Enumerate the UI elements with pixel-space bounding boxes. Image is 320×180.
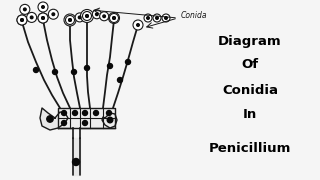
Circle shape	[117, 78, 123, 82]
Circle shape	[83, 12, 92, 21]
Text: Conidia: Conidia	[222, 84, 278, 96]
Circle shape	[61, 120, 67, 125]
Circle shape	[108, 64, 113, 69]
Circle shape	[38, 13, 48, 23]
Circle shape	[84, 66, 90, 71]
Circle shape	[108, 12, 119, 24]
Polygon shape	[102, 113, 117, 128]
Circle shape	[38, 2, 48, 12]
Circle shape	[83, 111, 87, 116]
Circle shape	[73, 159, 79, 165]
Circle shape	[113, 17, 115, 19]
Circle shape	[109, 14, 118, 22]
Circle shape	[153, 14, 161, 22]
Circle shape	[27, 12, 37, 22]
Circle shape	[47, 116, 53, 122]
Circle shape	[42, 17, 44, 19]
Circle shape	[24, 8, 26, 11]
Circle shape	[107, 117, 113, 123]
Circle shape	[73, 111, 77, 116]
Circle shape	[30, 16, 33, 19]
Text: Conida: Conida	[181, 12, 207, 21]
Circle shape	[75, 13, 84, 22]
Circle shape	[133, 20, 143, 30]
Circle shape	[20, 4, 30, 14]
Circle shape	[52, 69, 58, 75]
Circle shape	[71, 69, 76, 75]
Circle shape	[69, 19, 71, 21]
Circle shape	[17, 15, 27, 25]
Circle shape	[78, 16, 81, 19]
Text: In: In	[243, 109, 257, 122]
Circle shape	[144, 14, 152, 22]
Circle shape	[147, 17, 149, 19]
Text: Of: Of	[241, 58, 259, 71]
Circle shape	[21, 19, 23, 21]
Circle shape	[81, 10, 93, 22]
Circle shape	[103, 15, 106, 18]
Text: Penicillium: Penicillium	[209, 141, 291, 154]
Text: Diagram: Diagram	[218, 35, 282, 48]
Circle shape	[96, 13, 98, 15]
Circle shape	[125, 60, 131, 64]
Circle shape	[38, 13, 48, 23]
Circle shape	[93, 111, 99, 116]
Circle shape	[52, 13, 55, 15]
Circle shape	[48, 9, 58, 19]
Circle shape	[165, 17, 167, 19]
Circle shape	[137, 24, 139, 26]
Polygon shape	[40, 108, 68, 130]
Circle shape	[162, 14, 170, 22]
Circle shape	[156, 17, 158, 19]
Circle shape	[21, 19, 23, 21]
Circle shape	[100, 12, 109, 21]
Circle shape	[66, 15, 75, 24]
Circle shape	[113, 17, 115, 19]
Circle shape	[42, 17, 44, 19]
Circle shape	[42, 6, 44, 8]
Polygon shape	[58, 108, 115, 128]
Circle shape	[64, 14, 76, 26]
Circle shape	[17, 15, 27, 25]
Circle shape	[34, 68, 38, 73]
Circle shape	[92, 10, 101, 19]
Circle shape	[86, 15, 88, 17]
Circle shape	[61, 111, 67, 116]
Circle shape	[83, 120, 87, 125]
Circle shape	[107, 111, 111, 116]
Circle shape	[69, 19, 71, 21]
Circle shape	[86, 15, 88, 17]
